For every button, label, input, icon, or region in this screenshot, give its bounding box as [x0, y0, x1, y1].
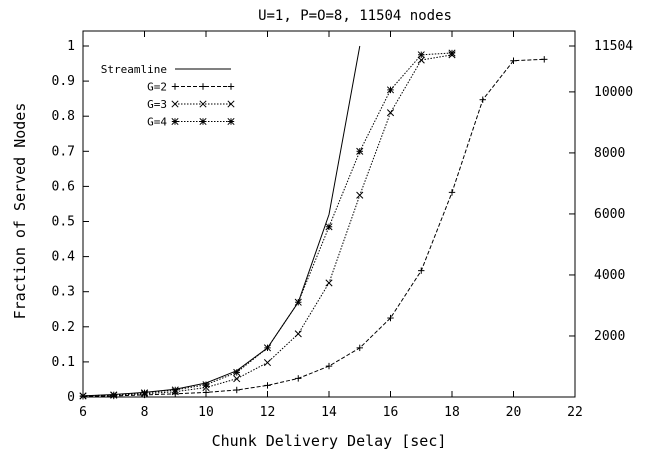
data-point-g-4: [171, 386, 179, 394]
right-tick-label: 6000: [594, 207, 625, 222]
data-point-g-2: [448, 189, 456, 196]
legend-marker-g-4: [227, 117, 235, 126]
data-point-g-4: [386, 86, 395, 94]
data-point-g-4: [263, 344, 272, 352]
x-axis-label: Chunk Delivery Delay [sec]: [212, 432, 447, 450]
data-point-g-3: [417, 56, 425, 64]
y-tick-label: 0.9: [52, 74, 75, 89]
data-point-g-4: [294, 298, 302, 306]
data-point-g-4: [233, 368, 241, 376]
right-tick-label: 10000: [594, 85, 633, 100]
data-point-g-2: [356, 344, 363, 352]
data-point-g-2: [264, 382, 271, 389]
legend-marker-g-3: [171, 100, 179, 108]
y-tick-label: 0.3: [52, 285, 75, 300]
y-tick-label: 0: [67, 390, 75, 405]
right-axis-ticks: 2000 4000 6000 8000 10000 11504: [569, 39, 633, 344]
x-tick-label: 6: [79, 405, 87, 420]
legend-marker-g-4: [199, 117, 207, 126]
plot-markers: [79, 49, 548, 400]
data-point-g-2: [541, 56, 548, 63]
data-point-g-3: [263, 359, 272, 367]
series-line-g-4: [82, 52, 453, 397]
x-tick-label: 8: [141, 405, 149, 420]
data-point-g-2: [479, 96, 486, 103]
data-point-g-2: [325, 362, 333, 370]
right-tick-label: 2000: [594, 329, 625, 344]
y-axis-ticks: 0 0.1 0.2 0.3 0.4 0.5 0.6 0.7 0.8 0.9 1: [52, 39, 89, 405]
legend-label-streamline: Streamline: [101, 63, 167, 76]
right-tick-label: 4000: [594, 268, 625, 283]
y-tick-label: 0.4: [52, 250, 76, 265]
series-line-streamline: [82, 45, 361, 397]
right-tick-label: 8000: [594, 146, 625, 161]
x-tick-label: 16: [383, 405, 399, 420]
data-point-g-4: [202, 381, 210, 389]
legend-marker-g-2: [171, 83, 179, 90]
data-point-g-2: [387, 314, 394, 322]
y-tick-label: 0.1: [52, 355, 75, 370]
data-point-g-4: [417, 51, 425, 59]
x-axis-ticks: 6 8 10 12 14 16 18 20 22: [79, 31, 583, 420]
x-tick-label: 14: [321, 405, 337, 420]
right-tick-label: 11504: [594, 39, 633, 54]
legend: Streamline G=2 G=3 G=4: [101, 63, 235, 129]
series-line-g-2: [82, 58, 545, 397]
data-point-g-2: [418, 267, 425, 274]
x-tick-label: 12: [260, 405, 276, 420]
data-point-g-4: [448, 49, 456, 57]
chart-title: U=1, P=O=8, 11504 nodes: [258, 8, 452, 24]
legend-marker-g-3: [227, 100, 235, 108]
y-tick-label: 0.2: [52, 320, 75, 335]
data-point-g-4: [325, 223, 333, 231]
legend-label-g-4: G=4: [147, 116, 167, 129]
data-point-g-2: [510, 57, 517, 64]
y-tick-label: 0.8: [52, 109, 75, 124]
data-point-g-2: [233, 386, 240, 394]
legend-marker-g-2: [199, 83, 207, 90]
y-tick-label: 0.7: [52, 144, 75, 159]
data-point-g-3: [386, 109, 395, 117]
data-point-g-2: [295, 375, 302, 382]
x-tick-label: 22: [567, 405, 583, 420]
data-point-g-3: [356, 191, 364, 199]
y-axis-label: Fraction of Served Nodes: [11, 103, 29, 320]
data-point-g-4: [356, 147, 364, 155]
data-point-g-3: [294, 330, 302, 338]
y-tick-label: 0.6: [52, 179, 75, 194]
legend-marker-g-2: [227, 83, 235, 90]
legend-label-g-2: G=2: [147, 81, 167, 94]
data-point-g-3: [233, 375, 241, 383]
legend-label-g-3: G=3: [147, 98, 167, 111]
x-tick-label: 20: [506, 405, 522, 420]
data-point-g-3: [325, 279, 333, 287]
legend-marker-g-3: [199, 100, 207, 108]
y-tick-label: 0.5: [52, 215, 75, 230]
x-tick-label: 10: [198, 405, 214, 420]
y-tick-label: 1: [67, 39, 75, 54]
x-tick-label: 18: [444, 405, 460, 420]
legend-marker-g-4: [171, 117, 179, 126]
